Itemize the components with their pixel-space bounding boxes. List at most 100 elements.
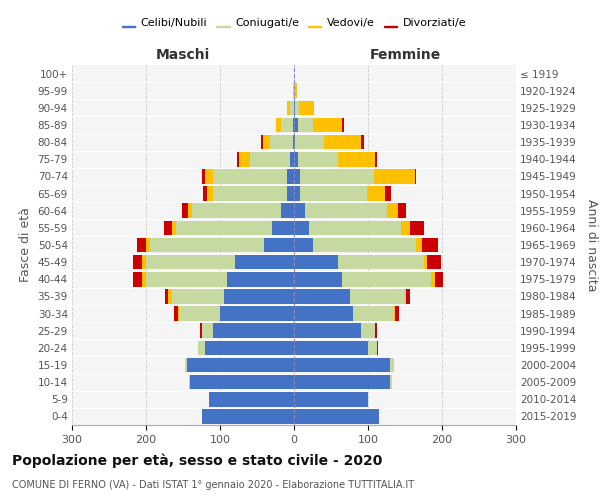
Bar	[294, 306, 353, 321]
Bar	[294, 324, 361, 338]
Bar	[294, 186, 300, 201]
Bar	[376, 152, 377, 166]
Bar	[224, 289, 294, 304]
Bar	[146, 255, 235, 270]
Bar	[185, 358, 187, 372]
Text: Femmine: Femmine	[370, 48, 440, 62]
Bar	[294, 169, 300, 184]
Text: COMUNE DI FERNO (VA) - Dati ISTAT 1° gennaio 2020 - Elaborazione TUTTITALIA.IT: COMUNE DI FERNO (VA) - Dati ISTAT 1° gen…	[12, 480, 414, 490]
Bar	[398, 204, 406, 218]
Bar	[298, 118, 313, 132]
Bar	[209, 392, 294, 406]
Bar	[295, 100, 299, 115]
Bar	[262, 135, 263, 150]
Bar	[202, 324, 212, 338]
Bar	[281, 118, 293, 132]
Text: Maschi: Maschi	[156, 48, 210, 62]
Bar	[200, 324, 202, 338]
Bar	[349, 289, 405, 304]
Bar	[192, 204, 281, 218]
Bar	[250, 152, 290, 166]
Legend: Celibi/Nubili, Coniugati/e, Vedovi/e, Divorziati/e: Celibi/Nubili, Coniugati/e, Vedovi/e, Di…	[118, 13, 470, 32]
Bar	[298, 152, 338, 166]
Bar	[293, 118, 294, 132]
Bar	[390, 375, 392, 390]
Bar	[294, 84, 295, 98]
Bar	[368, 340, 377, 355]
Bar	[239, 152, 250, 166]
Bar	[294, 135, 295, 150]
Bar	[178, 306, 179, 321]
Bar	[176, 220, 272, 235]
Bar	[187, 358, 294, 372]
Bar	[189, 375, 190, 390]
Bar	[149, 238, 265, 252]
Bar	[294, 272, 342, 286]
Bar	[299, 100, 314, 115]
Bar	[205, 340, 294, 355]
Bar	[410, 220, 424, 235]
Bar	[275, 118, 281, 132]
Bar	[272, 220, 294, 235]
Bar	[172, 289, 224, 304]
Bar	[206, 186, 212, 201]
Bar	[133, 255, 142, 270]
Bar	[212, 169, 287, 184]
Bar	[198, 340, 205, 355]
Bar	[294, 204, 305, 218]
Bar	[294, 375, 390, 390]
Bar	[179, 306, 220, 321]
Bar	[172, 220, 176, 235]
Bar	[168, 289, 172, 304]
Bar	[415, 169, 416, 184]
Bar	[294, 409, 379, 424]
Bar	[212, 324, 294, 338]
Y-axis label: Anni di nascita: Anni di nascita	[585, 198, 598, 291]
Bar	[142, 255, 146, 270]
Bar	[405, 289, 406, 304]
Bar	[293, 84, 294, 98]
Bar	[290, 152, 294, 166]
Bar	[133, 272, 142, 286]
Bar	[265, 238, 294, 252]
Bar	[434, 272, 443, 286]
Bar	[385, 186, 391, 201]
Bar	[164, 289, 168, 304]
Bar	[394, 306, 395, 321]
Bar	[287, 169, 294, 184]
Bar	[290, 100, 294, 115]
Bar	[263, 135, 271, 150]
Bar	[376, 324, 377, 338]
Bar	[294, 289, 349, 304]
Bar	[294, 358, 390, 372]
Bar	[313, 118, 342, 132]
Bar	[295, 135, 323, 150]
Bar	[202, 169, 205, 184]
Bar	[294, 392, 368, 406]
Bar	[287, 186, 294, 201]
Bar	[205, 169, 212, 184]
Bar	[146, 272, 227, 286]
Bar	[342, 272, 431, 286]
Bar	[294, 118, 298, 132]
Bar	[294, 340, 368, 355]
Bar	[146, 238, 150, 252]
Bar	[338, 152, 376, 166]
Bar	[361, 324, 376, 338]
Bar	[309, 220, 401, 235]
Bar	[227, 272, 294, 286]
Bar	[164, 220, 172, 235]
Bar	[190, 375, 294, 390]
Bar	[237, 152, 239, 166]
Bar	[390, 358, 394, 372]
Bar	[395, 306, 399, 321]
Text: Popolazione per età, sesso e stato civile - 2020: Popolazione per età, sesso e stato civil…	[12, 453, 382, 468]
Bar	[424, 255, 427, 270]
Bar	[300, 169, 374, 184]
Bar	[235, 255, 294, 270]
Bar	[188, 204, 192, 218]
Bar	[401, 220, 410, 235]
Bar	[427, 255, 440, 270]
Bar	[416, 238, 422, 252]
Bar	[367, 186, 385, 201]
